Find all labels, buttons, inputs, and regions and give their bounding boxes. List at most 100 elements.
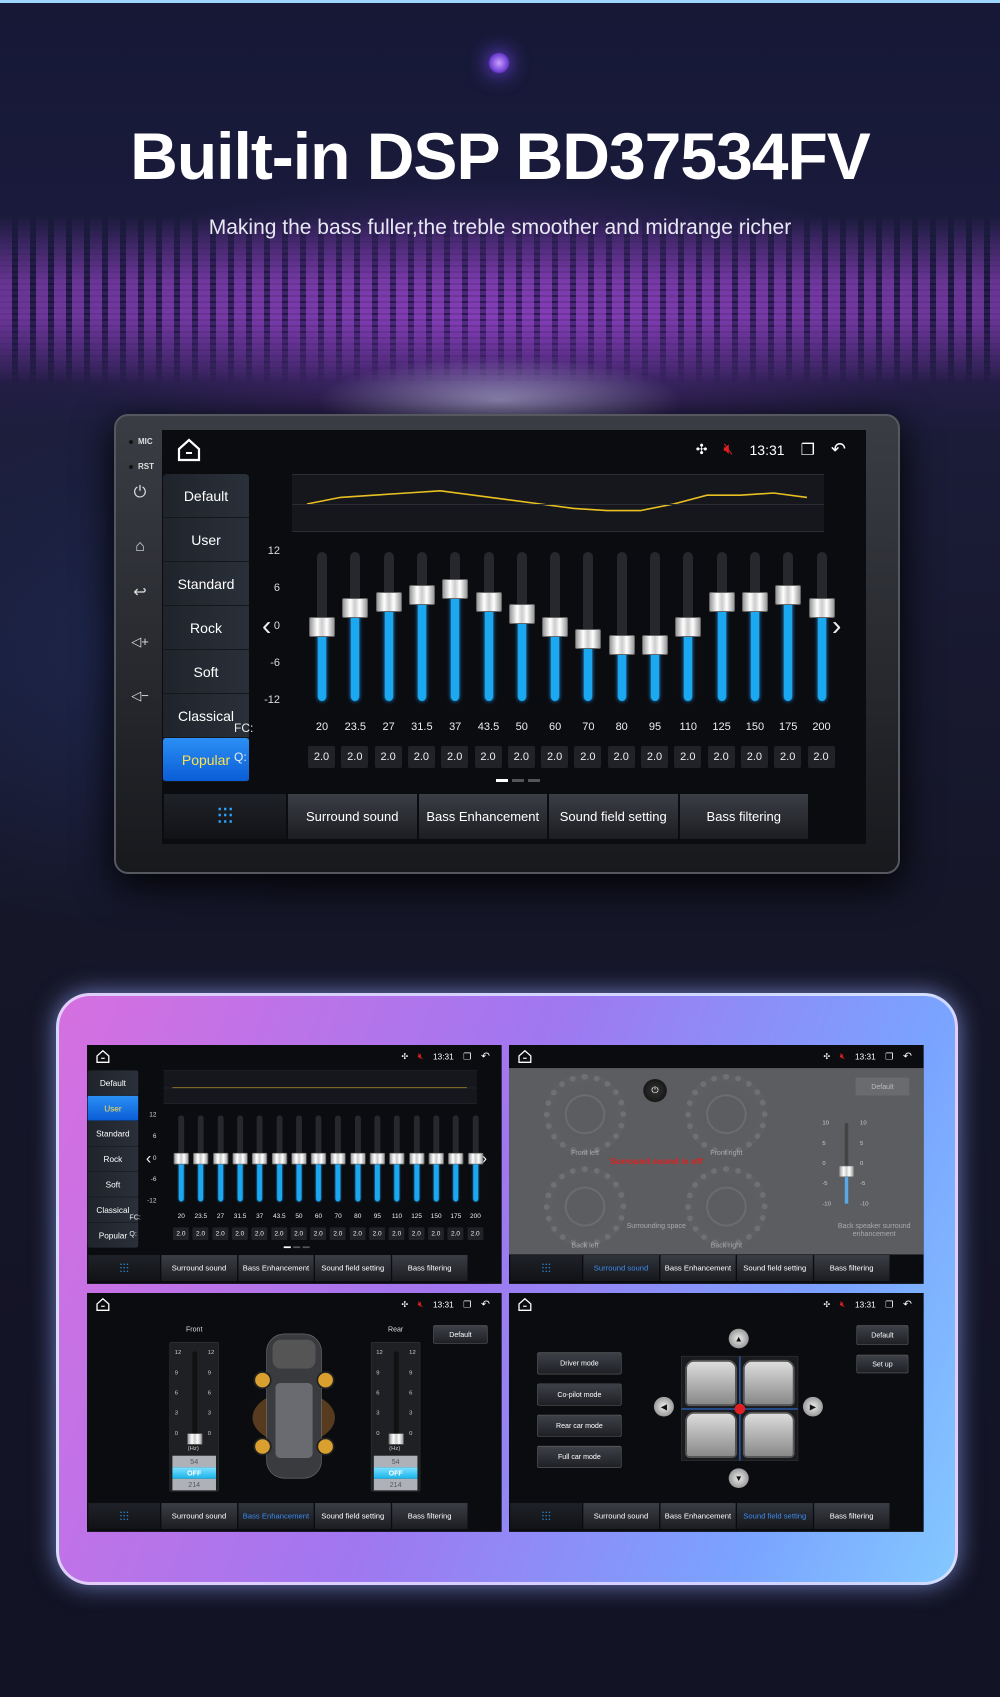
seat-rear-right[interactable] [742,1411,795,1459]
seat-front-right[interactable] [742,1359,795,1407]
slider-thumb[interactable] [310,1152,327,1165]
q-value[interactable]: 2.0 [290,1227,307,1241]
freq-option[interactable]: 214 [373,1478,418,1491]
eq-band-slider[interactable] [231,1045,249,1218]
slider-thumb[interactable] [608,635,635,656]
slider-thumb[interactable] [467,1152,484,1165]
home-icon[interactable]: ⌂ [135,538,145,555]
recent-apps-icon[interactable]: ❐ [885,1051,894,1062]
slider-thumb[interactable] [408,585,435,606]
mode-button[interactable]: Co-pilot mode [537,1383,622,1406]
volume-down-icon[interactable]: ◁− [131,688,149,703]
eq-band-slider[interactable] [349,1045,367,1218]
tab-sound-field-setting[interactable]: Sound field setting [736,1502,814,1530]
slider-thumb[interactable] [808,597,835,618]
recent-apps-icon[interactable]: ❐ [800,441,815,459]
q-value[interactable]: 2.0 [807,746,835,768]
eq-band-slider[interactable] [773,430,803,730]
q-value[interactable]: 2.0 [231,1227,248,1241]
slider-thumb[interactable] [775,585,802,606]
eq-band-slider[interactable] [369,1045,387,1218]
preset-popular[interactable]: Popular [163,738,249,782]
seat-rear-left[interactable] [685,1411,737,1459]
eq-band-slider[interactable] [427,1045,445,1218]
mode-button[interactable]: Full car mode [537,1445,622,1468]
eq-band-slider[interactable] [388,1045,406,1218]
right-arrow-icon[interactable]: ▶ [802,1396,823,1417]
page-dot[interactable] [302,1246,310,1249]
home-icon[interactable] [95,1049,110,1064]
slider-thumb[interactable] [542,616,569,637]
eq-band-slider[interactable] [374,430,404,730]
recent-apps-icon[interactable]: ❐ [463,1051,472,1062]
eq-band-slider[interactable] [474,430,504,730]
q-value[interactable]: 2.0 [408,1227,425,1241]
page-dot[interactable] [283,1246,291,1249]
preset-classical[interactable]: Classical [163,694,249,738]
listening-point-marker[interactable] [734,1403,746,1415]
back-icon[interactable]: ↶ [480,1050,490,1062]
field-default-button[interactable]: Default [856,1325,909,1345]
eq-band-slider[interactable] [407,430,437,730]
q-value[interactable]: 2.0 [474,746,502,768]
home-icon[interactable] [517,1297,532,1312]
eq-band-slider[interactable] [310,1045,328,1218]
front-bass-slider[interactable]: 12 12 9 9 6 6 3 3 0 0 (Hz) 54 OFF 214 [169,1342,219,1492]
preset-user[interactable]: User [87,1095,139,1122]
q-value[interactable]: 2.0 [607,746,635,768]
back-surround-slider[interactable]: 10 10 5 5 0 0 -5 -5 -10 -10 [822,1120,870,1207]
tab-surround-sound[interactable]: Surround sound [160,1254,238,1282]
q-value[interactable]: 2.0 [641,746,668,768]
freq-option[interactable]: 54 [172,1455,216,1468]
slider-thumb[interactable] [309,616,335,637]
eq-band-slider[interactable] [172,1045,190,1218]
preset-default[interactable]: Default [87,1070,139,1096]
home-icon[interactable] [95,1297,110,1312]
mute-icon[interactable]: 🔇︎ [417,1299,424,1309]
tab-equalizer[interactable]: ⫶⫶⫶ [87,1254,161,1282]
surround-default-button[interactable]: Default [855,1077,910,1096]
preset-soft[interactable]: Soft [87,1172,139,1198]
slider-thumb[interactable] [193,1152,209,1165]
freq-option[interactable]: OFF [373,1467,418,1479]
tab-bass-filtering[interactable]: Bass filtering [391,1254,469,1282]
prev-page-arrow[interactable]: ‹ [145,1148,152,1167]
slider-thumb[interactable] [187,1433,203,1445]
next-page-arrow[interactable]: › [481,1148,488,1167]
slider-thumb[interactable] [369,1152,386,1165]
home-icon[interactable] [517,1049,532,1064]
slider-thumb[interactable] [428,1152,444,1165]
preset-rock[interactable]: Rock [163,606,249,650]
tab-bass-enhancement[interactable]: Bass Enhancement [659,1502,737,1530]
q-value[interactable]: 2.0 [541,746,569,768]
tab-bass-enhancement[interactable]: Bass Enhancement [659,1254,737,1282]
mode-button[interactable]: Rear car mode [537,1414,622,1437]
slider-thumb[interactable] [212,1152,229,1165]
volume-up-icon[interactable]: ◁+ [131,634,149,649]
back-icon[interactable]: ↶ [902,1050,912,1062]
tab-sound-field-setting[interactable]: Sound field setting [548,793,679,840]
tab-bass-enhancement[interactable]: Bass Enhancement [237,1502,315,1530]
tab-equalizer[interactable]: ⫶⫶⫶ [87,1502,161,1530]
slider-thumb[interactable] [675,616,702,637]
tab-surround-sound[interactable]: Surround sound [287,793,418,840]
preset-standard[interactable]: Standard [163,562,249,606]
tab-bass-filtering[interactable]: Bass filtering [813,1502,891,1530]
preset-rock[interactable]: Rock [87,1147,139,1172]
front-left-knob[interactable] [543,1073,627,1155]
eq-band-slider[interactable] [212,1045,230,1218]
mute-icon[interactable]: 🔇︎ [839,1051,846,1061]
eq-band-slider[interactable] [573,430,603,730]
tab-bass-filtering[interactable]: Bass filtering [391,1502,469,1530]
eq-band-slider[interactable] [251,1045,269,1218]
eq-band-slider[interactable] [447,1045,465,1218]
freq-option[interactable]: 54 [373,1455,418,1468]
q-value[interactable]: 2.0 [369,1227,386,1241]
q-value[interactable]: 2.0 [349,1227,366,1241]
slider-thumb[interactable] [741,591,768,612]
eq-band-slider[interactable] [408,1045,426,1218]
recent-apps-icon[interactable]: ❐ [885,1299,894,1310]
eq-band-slider[interactable] [707,430,737,730]
slider-thumb[interactable] [388,1433,404,1445]
slider-thumb[interactable] [508,604,535,625]
